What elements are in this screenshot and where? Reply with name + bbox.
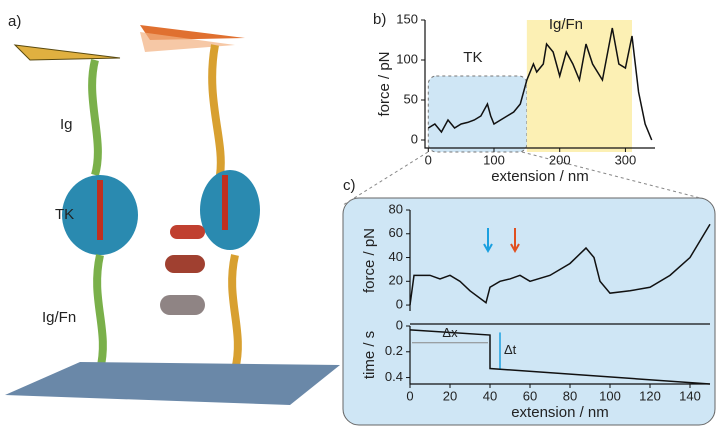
x-tick-label: 100 xyxy=(483,152,505,167)
annotation: Δx xyxy=(442,325,458,340)
illustration-label: Ig/Fn xyxy=(42,309,76,326)
x-tick-label: 20 xyxy=(443,388,457,403)
marker-arrow xyxy=(483,228,493,254)
x-axis-label: extension / nm xyxy=(491,168,589,185)
x-axis-label: extension / nm xyxy=(511,404,609,421)
zoom-line xyxy=(342,151,429,206)
zoom-box xyxy=(342,197,716,426)
x-tick-label: 0 xyxy=(406,388,413,403)
y-axis-label: force / pN xyxy=(361,228,378,293)
marker-arrow xyxy=(510,228,520,254)
y-tick-label: 100 xyxy=(396,51,418,66)
x-tick-label: 140 xyxy=(679,388,701,403)
illustration-label: Ig xyxy=(60,116,73,133)
y-tick-label: 20 xyxy=(389,273,403,288)
x-tick-label: 60 xyxy=(523,388,537,403)
y-tick-label: 40 xyxy=(389,249,403,264)
y-tick-label: 60 xyxy=(389,225,403,240)
x-tick-label: 200 xyxy=(549,152,571,167)
y-tick-label: 0 xyxy=(396,317,403,332)
y-axis-label: force / pN xyxy=(376,51,393,116)
illustration-label: TK xyxy=(55,206,74,223)
x-tick-label: 300 xyxy=(615,152,637,167)
y-tick-label: 50 xyxy=(404,91,418,106)
data-line xyxy=(409,329,711,385)
y-tick-label: 0 xyxy=(411,131,418,146)
panel-label: b) xyxy=(373,11,386,28)
region-label: Ig/Fn xyxy=(549,16,583,33)
x-tick-label: 0 xyxy=(425,152,432,167)
x-tick-label: 40 xyxy=(483,388,497,403)
annotation: Δt xyxy=(504,342,517,357)
y-tick-label: 0.4 xyxy=(385,369,403,384)
y-axis-label: time / s xyxy=(361,331,378,379)
panel-label: c) xyxy=(343,177,356,194)
y-tick-label: 150 xyxy=(396,11,418,26)
zoom-line xyxy=(521,151,701,199)
axis xyxy=(424,20,655,149)
y-tick-label: 0 xyxy=(396,296,403,311)
region xyxy=(526,20,632,152)
data-line xyxy=(409,223,711,306)
x-tick-label: 120 xyxy=(639,388,661,403)
region xyxy=(427,75,528,153)
data-line xyxy=(427,27,653,141)
panel-label: a) xyxy=(8,13,21,30)
x-tick-label: 100 xyxy=(599,388,621,403)
y-tick-label: 80 xyxy=(389,201,403,216)
region-label: TK xyxy=(463,49,482,66)
y-tick-label: 0.2 xyxy=(385,343,403,358)
x-tick-label: 80 xyxy=(563,388,577,403)
illustration xyxy=(5,25,340,405)
